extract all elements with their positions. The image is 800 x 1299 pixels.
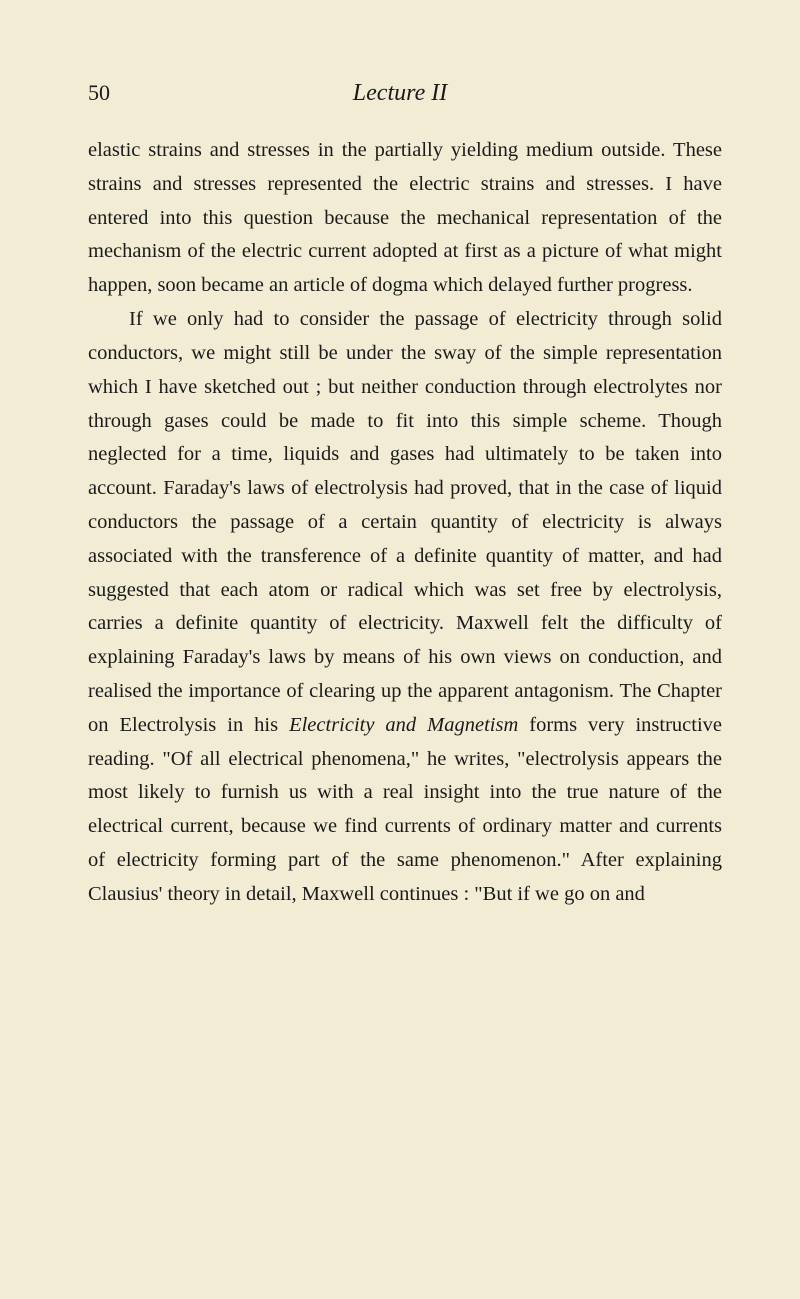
page-container: 50 Lecture II elastic strains and stress…: [0, 0, 800, 1299]
body-text: elastic strains and stresses in the part…: [88, 134, 722, 912]
page-header: 50 Lecture II: [88, 80, 722, 106]
p2-italic: Electricity and Magnetism: [289, 714, 518, 736]
header-title: Lecture II: [353, 80, 447, 107]
p2-text-2: forms very instructive reading. "Of all …: [88, 714, 722, 905]
paragraph-2: If we only had to consider the passage o…: [88, 303, 722, 912]
p2-text-1: If we only had to consider the passage o…: [88, 308, 722, 736]
page-number: 50: [88, 80, 110, 106]
paragraph-1: elastic strains and stresses in the part…: [88, 134, 722, 303]
